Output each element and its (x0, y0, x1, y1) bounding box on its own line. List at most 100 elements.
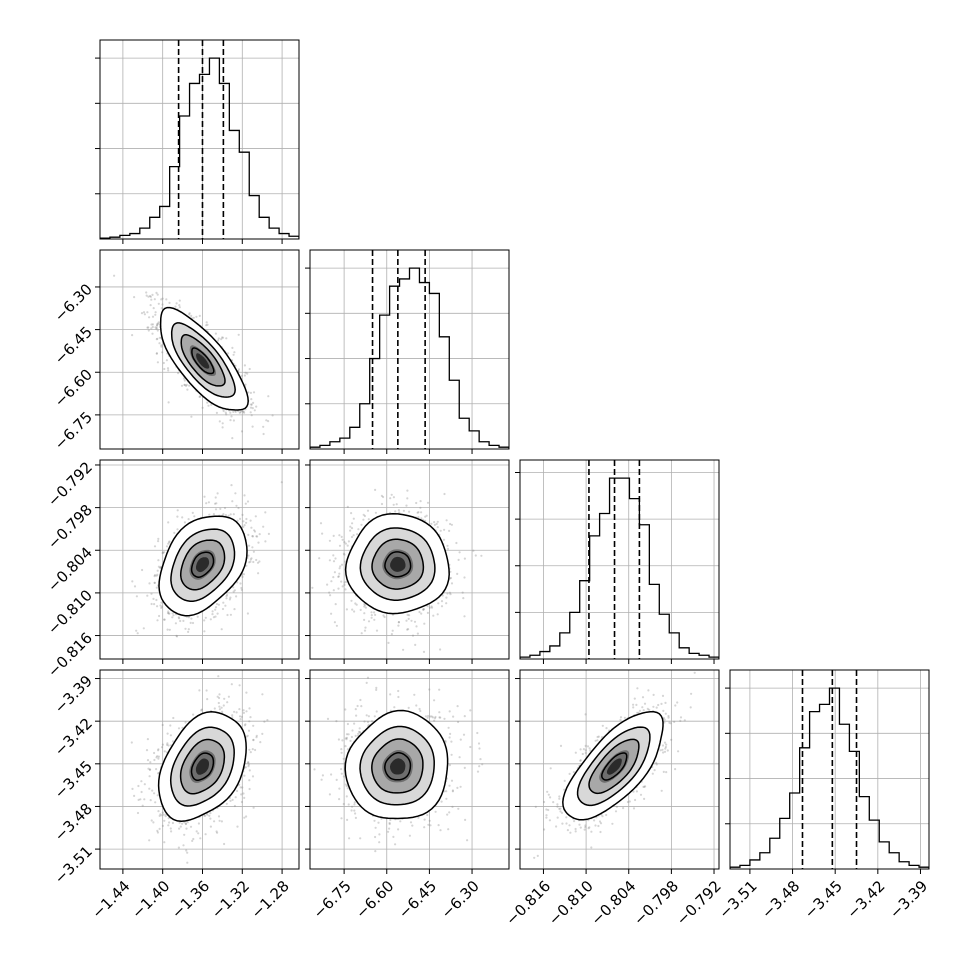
sample-point (161, 297, 164, 300)
sample-point (154, 311, 157, 314)
sample-point (344, 560, 347, 563)
sample-point (133, 585, 137, 588)
sample-point (165, 545, 169, 548)
sample-point (199, 395, 202, 398)
sample-point (236, 825, 239, 828)
sample-point (374, 511, 377, 514)
sample-point (338, 544, 342, 547)
sample-point (253, 529, 256, 532)
sample-point (155, 352, 158, 355)
sample-point (218, 708, 221, 711)
sample-point (349, 529, 352, 532)
sample-point (250, 557, 253, 560)
sample-point (179, 825, 182, 828)
sample-point (232, 353, 235, 356)
sample-point (248, 561, 251, 564)
sample-point (426, 501, 430, 504)
sample-point (235, 504, 238, 507)
sample-point (160, 814, 163, 817)
sample-point (195, 315, 198, 318)
sample-point (163, 841, 166, 844)
sample-point (237, 333, 240, 336)
sample-point (242, 410, 245, 413)
histogram-step-line (100, 57, 299, 239)
sample-point (318, 557, 321, 560)
sample-point (152, 821, 155, 824)
sample-point (319, 522, 323, 525)
sample-point (370, 614, 373, 617)
sample-point (418, 610, 421, 614)
sample-point (264, 511, 267, 514)
sample-point (256, 535, 259, 538)
sample-point (220, 706, 223, 709)
sample-point (226, 352, 230, 355)
sample-point (339, 565, 342, 568)
sample-point (148, 582, 151, 585)
sample-point (457, 558, 460, 562)
contour-line (359, 527, 436, 601)
sample-point (347, 540, 350, 543)
sample-point (249, 411, 252, 414)
sample-point (158, 814, 161, 818)
sample-point (264, 540, 267, 543)
sample-point (461, 591, 464, 594)
sample-point (416, 511, 419, 514)
contour-line (170, 528, 236, 602)
sample-point (417, 510, 420, 514)
sample-point (145, 749, 149, 752)
sample-point (229, 419, 232, 422)
sample-point (419, 500, 422, 503)
sample-point (267, 532, 270, 536)
sample-point (364, 604, 367, 607)
sample-point (244, 383, 247, 386)
sample-point (450, 582, 454, 585)
sample-point (252, 560, 255, 564)
sample-point (436, 520, 439, 523)
sample-point (338, 534, 341, 537)
sample-point (204, 833, 207, 836)
sample-point (190, 314, 193, 317)
sample-point (255, 558, 258, 562)
sample-point (233, 351, 236, 354)
sample-point (359, 608, 362, 612)
sample-point (174, 622, 177, 625)
sample-point (155, 291, 158, 294)
sample-point (242, 792, 245, 795)
sample-point (440, 605, 444, 608)
sample-point (356, 533, 359, 536)
sample-point (157, 749, 160, 752)
sample-point (252, 739, 255, 742)
sample-point (148, 316, 151, 319)
sample-point (222, 409, 225, 413)
sample-point (252, 550, 255, 553)
sample-point (189, 621, 192, 625)
sample-point (188, 384, 191, 387)
sample-point (245, 710, 248, 713)
sample-point (157, 755, 160, 758)
sample-point (382, 614, 385, 617)
sample-point (332, 534, 335, 538)
sample-point (445, 596, 448, 599)
sample-point (364, 606, 367, 609)
sample-point (463, 576, 466, 579)
sample-point (178, 827, 181, 830)
sample-point (245, 815, 248, 818)
sample-point (163, 618, 166, 621)
sample-point (433, 523, 436, 527)
sample-point (148, 294, 152, 298)
sample-point (176, 509, 179, 512)
sample-point (262, 425, 265, 428)
sample-point (252, 401, 255, 404)
sample-point (232, 513, 235, 516)
sample-point (206, 323, 209, 326)
sample-point (436, 526, 439, 529)
sample-point (239, 410, 242, 414)
sample-point (387, 641, 390, 645)
sample-point (406, 489, 409, 492)
density-region (196, 353, 210, 369)
sample-point (215, 411, 218, 414)
sample-point (156, 831, 159, 834)
sample-point (363, 514, 366, 518)
sample-point (463, 557, 466, 560)
sample-point (216, 695, 219, 698)
